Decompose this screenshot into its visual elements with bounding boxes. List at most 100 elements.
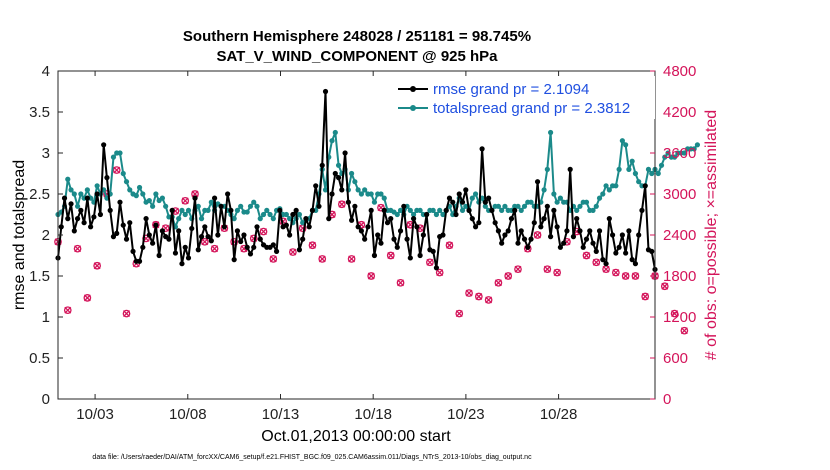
rmse-point	[179, 261, 185, 267]
rmse-point	[97, 211, 104, 218]
totalspread-point	[208, 199, 214, 205]
totalspread-point	[296, 211, 303, 218]
totalspread-point	[133, 193, 139, 199]
obs-x-stroke	[318, 255, 326, 263]
obs-x-stroke	[74, 245, 82, 253]
rmse-point	[345, 199, 351, 205]
rmse-point	[616, 244, 622, 250]
rmse-point	[391, 236, 397, 242]
axes: 0 0.5 1 1.5 2 2.5 3 3.5 4 0 600 1200 1800 2400 3000 360…	[29, 63, 696, 423]
totalspread-point	[394, 211, 400, 218]
rmse-point	[185, 255, 192, 261]
rmse-point	[580, 244, 586, 250]
obs-possible-marker	[83, 294, 92, 302]
y2-tick-label: 3600	[663, 145, 696, 162]
totalspread-point	[140, 191, 146, 197]
rmse-point	[469, 216, 475, 222]
obs-x-stroke	[631, 272, 639, 280]
totalspread-point	[626, 166, 632, 172]
y2-tick-label: 2400	[663, 227, 696, 244]
obs-x-stroke	[592, 258, 600, 266]
totalspread-point	[368, 191, 374, 197]
obs-possible-marker	[543, 265, 552, 274]
totalspread-point	[244, 209, 250, 215]
obs-possible-marker	[631, 272, 640, 280]
totalspread-point	[574, 207, 580, 213]
obs-possible-marker	[367, 272, 376, 280]
rmse-point	[596, 228, 603, 234]
rmse-point	[561, 240, 567, 246]
rmse-point	[88, 224, 94, 230]
rmse-point	[352, 203, 358, 209]
totalspread-point	[247, 203, 254, 209]
totalspread-point	[528, 199, 534, 205]
obs-x-stroke	[602, 265, 610, 273]
obs-possible-marker	[386, 251, 395, 260]
obs-x-stroke	[514, 265, 522, 273]
obs-x-stroke	[553, 269, 561, 277]
obs-x-stroke	[279, 217, 287, 225]
rmse-point	[538, 224, 544, 230]
obs-assimilated-marker	[308, 241, 316, 249]
obs-assimilated-marker	[123, 310, 130, 318]
rmse-point	[270, 242, 276, 248]
rmse-point	[355, 224, 361, 230]
totalspread-point	[577, 203, 583, 209]
totalspread-point	[662, 154, 668, 160]
totalspread-point	[352, 179, 358, 185]
y-tick-label: 2.5	[29, 186, 50, 203]
totalspread-point	[658, 162, 665, 168]
rmse-point	[215, 232, 221, 238]
obs-x-stroke	[308, 241, 316, 249]
totalspread-point	[495, 203, 502, 209]
obs-possible-marker	[670, 309, 679, 318]
y-axis-label: rmse and totalspread	[11, 160, 28, 310]
obs-x-stroke	[377, 204, 385, 212]
obs-possible-marker	[465, 289, 473, 297]
rmse-point	[443, 207, 449, 213]
rmse-point	[339, 187, 345, 193]
totalspread-point	[78, 191, 84, 197]
rmse-point	[182, 244, 188, 250]
totalspread-point	[616, 166, 622, 172]
x-tick-label: 10/13	[262, 406, 300, 423]
rmse-point	[440, 232, 446, 238]
obs-x-stroke	[181, 197, 189, 205]
obs-possible-marker	[161, 224, 170, 233]
y2-tick-label: 1200	[663, 309, 696, 326]
obs-assimilated-marker	[671, 310, 679, 318]
totalspread-point	[515, 203, 521, 209]
totalspread-point	[593, 203, 599, 209]
rmse-point	[313, 183, 319, 189]
rmse-point	[296, 247, 303, 253]
totalspread-point	[551, 191, 557, 197]
obs-possible-marker	[641, 292, 650, 301]
obs-possible-marker	[337, 200, 346, 209]
totalspread-point	[179, 207, 185, 213]
y-tick-label: 1	[42, 309, 50, 326]
obs-x-stroke	[494, 279, 502, 287]
rmse-point	[397, 228, 404, 234]
obs-assimilated-marker	[534, 231, 542, 239]
rmse-point	[273, 248, 280, 254]
obs-x-stroke	[93, 262, 101, 270]
rmse-point	[247, 251, 254, 257]
rmse-point	[349, 217, 355, 223]
rmse-point	[290, 211, 296, 218]
totalspread-point	[355, 187, 361, 193]
legend-box	[393, 76, 655, 119]
x-tick-label: 10/08	[169, 406, 207, 423]
obs-possible-marker	[377, 203, 385, 212]
rmse-point	[368, 207, 374, 213]
obs-assimilated-marker	[641, 293, 649, 300]
rmse-point	[642, 183, 648, 189]
obs-possible-marker	[93, 261, 101, 270]
rmse-point	[101, 142, 107, 148]
rmse-point	[94, 191, 100, 197]
y2-tick-label: 4200	[663, 104, 696, 121]
totalspread-point	[472, 191, 479, 197]
obs-x-stroke	[260, 228, 267, 236]
obs-x-stroke	[680, 327, 688, 335]
rmse-point	[283, 222, 289, 228]
rmse-point	[68, 201, 74, 207]
